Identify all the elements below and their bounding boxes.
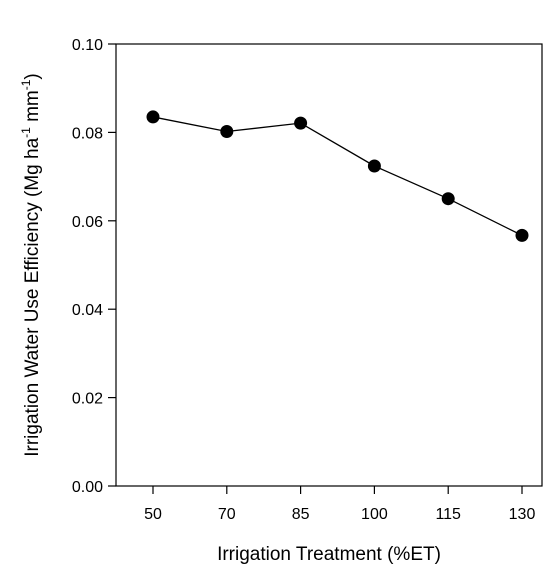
y-tick-label: 0.10	[72, 37, 103, 54]
y-tick-label: 0.02	[72, 391, 103, 408]
x-tick-label: 85	[292, 506, 310, 523]
data-point	[367, 159, 381, 173]
y-axis-title-sup1: -1	[19, 127, 33, 138]
x-axis-ticks: 50 70 85 100 115 130	[144, 486, 535, 523]
x-tick-label: 50	[144, 506, 162, 523]
y-tick-label: 0.06	[72, 214, 103, 231]
x-axis-title: Irrigation Treatment (%ET)	[217, 544, 441, 565]
series-line	[152, 116, 523, 236]
data-point	[441, 192, 455, 206]
y-tick-label: 0.04	[72, 302, 103, 319]
y-axis-title-end: )	[22, 73, 43, 79]
y-axis-title-sup2: -1	[19, 79, 33, 90]
data-point	[294, 116, 308, 130]
y-axis-title-main: Irrigation Water Use Efficiency (Mg ha	[22, 137, 43, 456]
y-tick-label: 0.00	[72, 479, 103, 496]
y-axis-title: Irrigation Water Use Efficiency (Mg ha-1…	[19, 73, 43, 457]
plot-frame	[115, 43, 543, 487]
y-axis-ticks: 0.00 0.02 0.04 0.06 0.08 0.10	[72, 37, 116, 496]
x-tick-label: 115	[435, 506, 461, 523]
data-point	[146, 110, 160, 124]
x-tick-label: 70	[218, 506, 236, 523]
y-axis-title-mid: mm	[22, 90, 43, 127]
x-tick-label: 130	[509, 506, 536, 523]
y-tick-label: 0.08	[72, 125, 103, 142]
data-point	[220, 125, 234, 139]
series-group	[146, 110, 529, 242]
data-point	[515, 228, 529, 242]
x-tick-label: 100	[361, 506, 388, 523]
